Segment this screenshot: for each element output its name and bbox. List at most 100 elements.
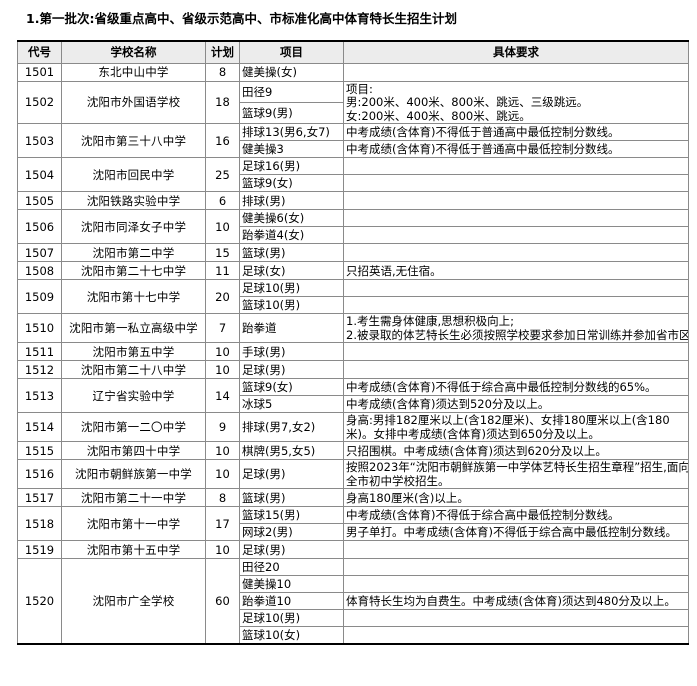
- cell-code: 1508: [17, 261, 62, 280]
- cell-item: 足球(女): [239, 261, 344, 280]
- cell-requirement: [343, 191, 689, 210]
- cell-school-name: 沈阳市第二十一中学: [61, 488, 206, 507]
- cell-item: 篮球10(女): [239, 626, 344, 644]
- cell-school-name: 沈阳市第二十八中学: [61, 360, 206, 379]
- table-row: 1507 沈阳市第二中学 15 篮球(男): [17, 243, 689, 262]
- cell-plan-count: 15: [205, 243, 240, 262]
- cell-plan-count: 7: [205, 313, 240, 343]
- cell-requirement: [343, 626, 689, 644]
- table-row: 1519 沈阳市第十五中学 10 足球(男): [17, 540, 689, 559]
- cell-item: 篮球9(女): [239, 378, 344, 396]
- cell-item: 网球2(男): [239, 523, 344, 541]
- cell-requirement: 身高:男排182厘米以上(含182厘米)、女排180厘米以上(含180 米)。女排…: [343, 412, 689, 442]
- table-row: 1510 沈阳市第一私立高级中学 7 跆拳道 1.考生需身体健康,思想积极向上; 2.被录…: [17, 313, 689, 343]
- table-row: 1509 沈阳市第十七中学 20 足球10(男): [17, 279, 689, 314]
- cell-plan-count: 18: [205, 80, 240, 124]
- cell-code: 1517: [17, 488, 62, 507]
- cell-item: 篮球9(男): [239, 101, 344, 125]
- column-header-item: 项目: [239, 40, 344, 64]
- cell-item: 冰球5: [239, 395, 344, 413]
- table-row: 1515 沈阳市第四十中学 10 棋牌(男5,女5) 只招围棋。中考成绩(含体育)须达到…: [17, 441, 689, 460]
- cell-school-name: 沈阳市第一二〇中学: [61, 412, 206, 442]
- requirement-line: 身高:男排182厘米以上(含182厘米)、女排180厘米以上(含180: [346, 413, 670, 427]
- cell-item: 田径20: [239, 558, 344, 576]
- cell-requirement: [343, 62, 689, 82]
- cell-item: 跆拳道10: [239, 592, 344, 610]
- cell-school-name: 沈阳市回民中学: [61, 157, 206, 192]
- requirement-line: 1.考生需身体健康,思想积极向上;: [346, 314, 515, 328]
- cell-requirement: [343, 157, 689, 175]
- cell-item: 排球(男): [239, 191, 344, 210]
- cell-plan-count: 10: [205, 459, 240, 489]
- cell-item: 篮球(男): [239, 243, 344, 262]
- cell-requirement: 中考成绩(含体育)不得低于普通高中最低控制分数线。: [343, 140, 689, 158]
- cell-plan-count: 10: [205, 360, 240, 379]
- cell-plan-count: 8: [205, 62, 240, 82]
- table-header: 代号 学校名称 计划 项目 具体要求: [17, 40, 689, 64]
- cell-requirement: [343, 226, 689, 244]
- cell-requirement: [343, 174, 689, 192]
- cell-code: 1503: [17, 123, 62, 158]
- cell-school-name: 沈阳铁路实验中学: [61, 191, 206, 210]
- table-row: 1513 辽宁省实验中学 14 篮球9(女) 中考成绩(含体育)不得低于综合高中最低控制…: [17, 378, 689, 413]
- cell-plan-count: 9: [205, 412, 240, 442]
- cell-requirement: [343, 342, 689, 361]
- cell-code: 1509: [17, 279, 62, 314]
- page-title: 1.第一批次:省级重点高中、省级示范高中、市标准化高中体育特长生招生计划: [26, 11, 457, 26]
- cell-school-name: 沈阳市同泽女子中学: [61, 209, 206, 244]
- table-row: 1501 东北中山中学 8 健美操(女): [17, 62, 689, 82]
- table-row: 1518 沈阳市第十一中学 17 篮球15(男) 中考成绩(含体育)不得低于综合高中最低…: [17, 506, 689, 541]
- requirement-line: 男:200米、400米、800米、跳远、三级跳远。: [346, 95, 589, 109]
- cell-requirement: [343, 296, 689, 314]
- cell-code: 1511: [17, 342, 62, 361]
- cell-requirement: [343, 243, 689, 262]
- cell-item: 足球(男): [239, 459, 344, 489]
- requirement-line: 2.被录取的体艺特长生必须按照学校要求参加日常训练并参加省市区比赛。: [346, 327, 689, 342]
- cell-item: 篮球9(女): [239, 174, 344, 192]
- table-row: 1517 沈阳市第二十一中学 8 篮球(男) 身高180厘米(含)以上。: [17, 488, 689, 507]
- table-row: 篮球9(女): [18, 174, 689, 192]
- table-row: 1503 沈阳市第三十八中学 16 排球13(男6,女7) 中考成绩(含体育)不得低于普…: [17, 123, 689, 158]
- cell-item: 排球(男7,女2): [239, 412, 344, 442]
- cell-school-name: 沈阳市第十五中学: [61, 540, 206, 559]
- admission-plan-table: 代号 学校名称 计划 项目 具体要求 1501 东北中山中学 8 健美操(女) 1502…: [17, 40, 689, 645]
- cell-item: 篮球(男): [239, 488, 344, 507]
- cell-requirement: 按照2023年“沈阳市朝鲜族第一中学体艺特长生招生章程”招生,面向 全市初中学校招…: [343, 459, 689, 489]
- cell-school-name: 沈阳市第十七中学: [61, 279, 206, 314]
- cell-item: 篮球10(男): [239, 296, 344, 314]
- requirement-line: 女:200米、400米、800米、跳远。: [346, 108, 531, 123]
- table-row: 跆拳道10 体育特长生均为自费生。中考成绩(含体育)须达到480分及以上。: [18, 592, 689, 610]
- cell-requirement: [343, 575, 689, 593]
- cell-school-name: 沈阳市第十一中学: [61, 506, 206, 541]
- cell-plan-count: 10: [205, 209, 240, 244]
- cell-item: 排球13(男6,女7): [239, 123, 344, 141]
- cell-item: 棋牌(男5,女5): [239, 441, 344, 460]
- cell-requirement: [343, 540, 689, 559]
- cell-requirement: 中考成绩(含体育)不得低于普通高中最低控制分数线。: [343, 123, 689, 141]
- cell-code: 1502: [17, 80, 62, 124]
- column-header-requirement: 具体要求: [343, 40, 689, 64]
- cell-requirement: [343, 609, 689, 627]
- cell-item: 足球10(男): [239, 279, 344, 297]
- cell-code: 1510: [17, 313, 62, 343]
- cell-requirement: [343, 360, 689, 379]
- cell-item: 跆拳道: [239, 313, 344, 343]
- cell-school-name: 沈阳市朝鲜族第一中学: [61, 459, 206, 489]
- table-body: 1501 东北中山中学 8 健美操(女) 1502 沈阳市外国语学校 18 田径9 项目: 男:2…: [17, 62, 689, 644]
- cell-plan-count: 17: [205, 506, 240, 541]
- cell-item: 手球(男): [239, 342, 344, 361]
- cell-code: 1520: [17, 558, 62, 644]
- cell-school-name: 沈阳市第二中学: [61, 243, 206, 262]
- cell-item: 健美操3: [239, 140, 344, 158]
- cell-requirement: [343, 558, 689, 576]
- cell-requirement: 只招英语,无住宿。: [343, 261, 689, 280]
- cell-item: 健美操6(女): [239, 209, 344, 227]
- cell-school-name: 东北中山中学: [61, 62, 206, 82]
- cell-plan-count: 20: [205, 279, 240, 314]
- cell-code: 1514: [17, 412, 62, 442]
- cell-requirement: 身高180厘米(含)以上。: [343, 488, 689, 507]
- cell-item: 跆拳道4(女): [239, 226, 344, 244]
- cell-item: 足球(男): [239, 360, 344, 379]
- cell-code: 1518: [17, 506, 62, 541]
